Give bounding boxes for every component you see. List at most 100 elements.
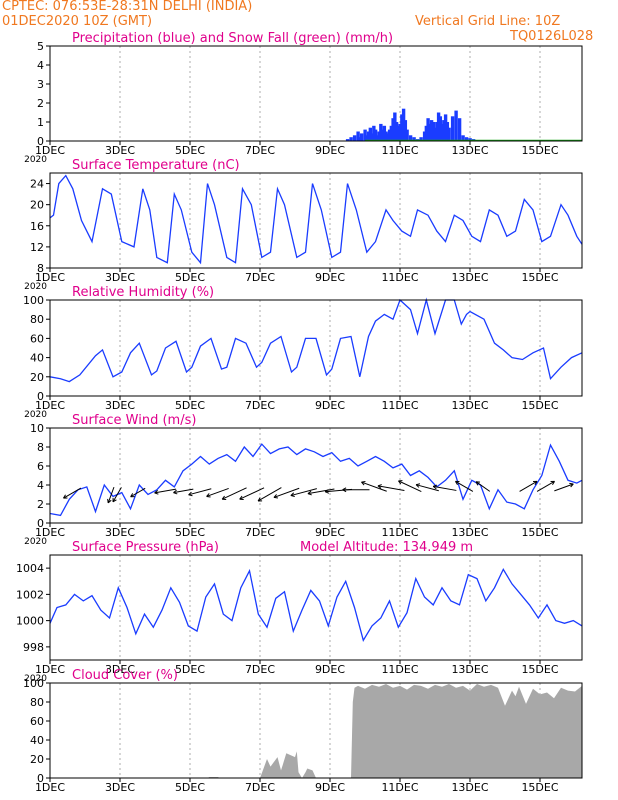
model-code: TQ0126L028 [510,29,594,44]
wind-vector [290,488,317,497]
x-tick-label: 15DEC [521,144,558,157]
y-tick-label: 1002 [16,588,44,601]
precip-bar [408,135,413,141]
x-tick-label: 11DEC [381,663,418,676]
y-tick-label: 80 [30,313,44,326]
precip-bar [401,108,406,141]
panel-5: 0 20 40 60 80 100 1DEC 3DEC 5DEC 7DEC 9DEC 11DEC 13D… [23,668,583,794]
precip-bar [398,123,402,141]
wind-vector [536,480,555,492]
x-tick-label: 1DEC [35,271,65,284]
wind-arrowhead [307,493,312,496]
precip-bar [393,112,397,141]
panel-title: Surface Temperature (nC) [72,158,240,173]
precip-bar [358,137,362,141]
precip-bar [405,129,409,141]
x-tick-label: 11DEC [381,526,418,539]
wind-arrowhead [324,489,329,493]
x-tick-label: 1DEC [35,144,65,157]
precip-bar [384,131,388,141]
wind-arrowhead [570,483,574,488]
precip-bar [450,116,455,141]
panel-4: 998 1000 1002 1004 1DEC 3DEC 5DEC 7DEC 9DEC 11DEC… [16,540,583,684]
y-tick-label: 20 [30,371,44,384]
x-tick-label: 9DEC [315,663,345,676]
precip-bar [370,133,374,141]
wind-arrowhead [206,495,211,498]
wind-vector [188,488,212,496]
x-tick-label: 3DEC [105,399,135,412]
year-label: 2020 [24,282,47,292]
y-tick-label: 10 [30,422,44,435]
y-tick-label: 24 [30,178,44,191]
y-tick-label: 0 [37,390,44,403]
precip-bar [365,135,369,141]
y-tick-label: 40 [30,352,44,365]
panel-title: Precipitation (blue) and Snow Fall (gree… [72,31,393,46]
x-tick-label: 5DEC [175,399,205,412]
wind-vector [307,488,335,495]
wind-arrowhead [433,484,438,487]
precip-bar [389,125,394,141]
y-tick-label: 998 [23,641,44,654]
wind-arrowhead [290,492,295,496]
panel-frame [49,45,583,142]
wind-arrowhead [173,492,178,495]
wind-arrowhead [173,489,177,494]
wind-arrowhead [273,494,277,498]
panel-1: 8 12 16 20 24 1DEC 3DEC 5DEC 7DEC 9DEC 11DEC 13DEC 1… [24,158,583,292]
y-tick-label: 80 [30,696,44,709]
x-tick-label: 15DEC [521,781,558,794]
wind-arrowhead [361,480,366,483]
precip-bar [377,131,381,141]
wind-vector [112,487,122,503]
precip-bar [461,135,465,141]
panel-frame [49,299,583,397]
y-tick-label: 8 [37,441,44,454]
x-tick-label: 3DEC [105,663,135,676]
wind-arrowhead [534,481,538,486]
y-tick-label: 2 [37,97,44,110]
precip-bar [436,112,441,141]
wind-vector [377,485,405,492]
y-tick-label: 100 [23,677,44,690]
wind-arrowhead [273,496,278,499]
panel-frame [49,682,583,779]
y-tick-label: 5 [37,40,44,53]
wind-arrowhead [569,482,574,485]
panel-frame [49,427,583,524]
wind-vector [221,487,247,500]
y-tick-label: 20 [30,199,44,212]
x-tick-label: 1DEC [35,399,65,412]
year-label: 2020 [24,410,47,420]
y-tick-label: 1004 [16,562,44,575]
wind-arrowhead [154,492,159,495]
x-tick-label: 3DEC [105,271,135,284]
x-tick-label: 9DEC [315,144,345,157]
panel-frame [49,172,583,269]
x-tick-label: 3DEC [105,526,135,539]
y-tick-label: 12 [30,241,44,254]
wind-arrowhead [221,495,225,500]
wind-vector [398,480,422,492]
wind-arrowhead [342,489,347,493]
x-tick-label: 11DEC [381,781,418,794]
wind-arrowhead [377,484,382,487]
series-line [49,568,583,642]
precip-bar [373,129,378,141]
y-tick-label: 8 [37,262,44,275]
precip-bar [454,110,458,141]
x-tick-label: 13DEC [451,663,488,676]
panel-frame [49,554,583,661]
wind-vector [554,483,574,492]
y-tick-label: 20 [30,753,44,766]
wind-arrowhead [63,494,66,499]
precip-bar [412,137,416,141]
precip-bar [391,118,395,141]
x-tick-label: 9DEC [315,271,345,284]
x-tick-label: 3DEC [105,144,135,157]
precip-bar [429,120,434,141]
precip-bar [424,125,429,141]
precip-bar [445,122,450,141]
